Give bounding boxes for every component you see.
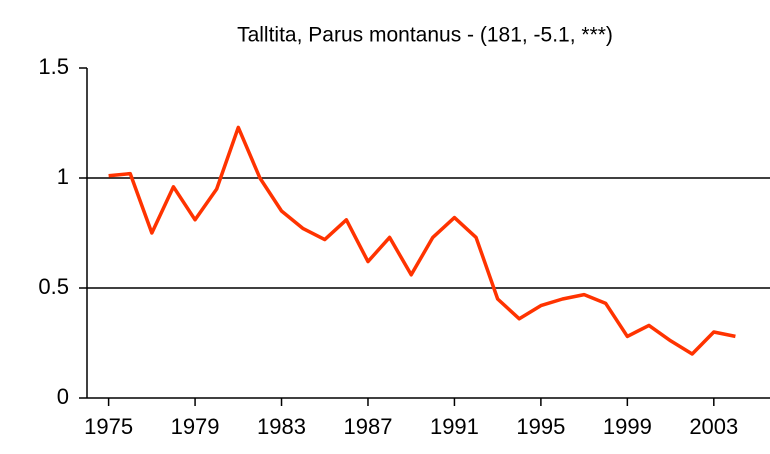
x-tick-label: 1979 bbox=[171, 414, 220, 439]
data-line bbox=[108, 125, 736, 356]
x-tick-label: 1999 bbox=[603, 414, 652, 439]
y-tick-label: 1.5 bbox=[38, 54, 69, 79]
y-tick-label: 0 bbox=[57, 384, 69, 409]
x-tick-label: 1983 bbox=[257, 414, 306, 439]
x-tick-label: 1987 bbox=[344, 414, 393, 439]
y-tick-label: 0.5 bbox=[38, 274, 69, 299]
x-tick-label: 1995 bbox=[516, 414, 565, 439]
x-tick-label: 1975 bbox=[84, 414, 133, 439]
x-tick-label: 2003 bbox=[689, 414, 738, 439]
y-tick-label: 1 bbox=[57, 164, 69, 189]
x-tick-label: 1991 bbox=[430, 414, 479, 439]
chart-title: Talltita, Parus montanus - (181, -5.1, *… bbox=[237, 24, 613, 47]
